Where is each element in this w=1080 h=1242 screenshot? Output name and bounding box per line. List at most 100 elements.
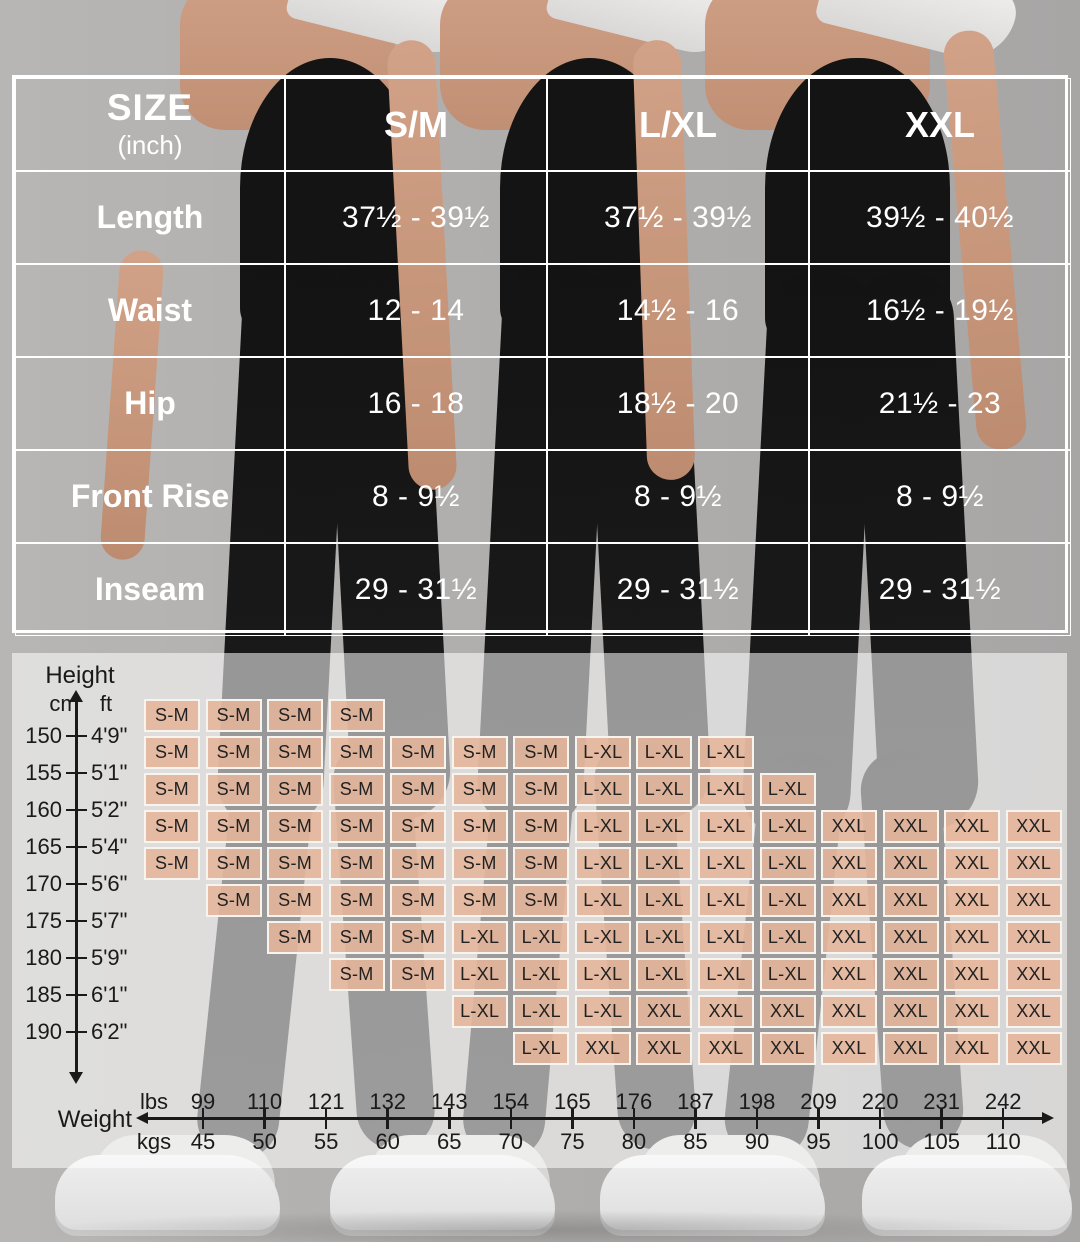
size-map-cell: S-M — [144, 847, 200, 880]
size-map-cell: L-XL — [697, 921, 754, 954]
size-map-cell: S-M — [267, 847, 324, 880]
size-map-cell: S-M — [205, 699, 262, 732]
height-tick — [66, 845, 87, 849]
size-map-cell: L-XL — [697, 884, 754, 917]
height-ft-label: 5'7" — [91, 908, 128, 933]
size-map-cell: XXL — [636, 1032, 693, 1065]
height-axis-arrow-up-icon — [69, 690, 83, 702]
size-map-cell: S-M — [267, 921, 324, 954]
size-map-cell: S-M — [513, 736, 570, 769]
size-map-cell: XXL — [1005, 810, 1062, 843]
size-map-cell: XXL — [1005, 958, 1062, 991]
size-map-cell: L-XL — [636, 847, 693, 880]
size-map-cell: S-M — [144, 773, 200, 806]
weight-tick — [571, 1108, 574, 1129]
weight-kgs-label: 50 — [252, 1129, 277, 1154]
table-cell: 8 - 9½ — [809, 450, 1071, 543]
size-map-cell: L-XL — [574, 995, 631, 1028]
size-table-header-xxl: XXL — [809, 78, 1071, 171]
size-map-cell: XXL — [882, 810, 939, 843]
size-map-cell: L-XL — [697, 847, 754, 880]
weight-lbs-label: 121 — [307, 1089, 345, 1114]
size-table-header-lxl: L/XL — [547, 78, 809, 171]
weight-axis-arrow-right-icon — [1042, 1112, 1054, 1124]
size-map-cell: XXL — [821, 847, 878, 880]
size-map-cell: S-M — [267, 736, 324, 769]
size-map-cell: L-XL — [697, 773, 754, 806]
size-map-cell: XXL — [944, 995, 1001, 1028]
table-cell: 29 - 31½ — [809, 543, 1071, 636]
size-map-cell: S-M — [267, 884, 324, 917]
weight-tick — [755, 1108, 759, 1129]
weight-lbs-label: 154 — [492, 1089, 530, 1114]
size-map-cell: XXL — [1005, 847, 1062, 880]
height-ft-label: 6'2" — [91, 1019, 128, 1044]
size-map-cell: L-XL — [759, 884, 816, 917]
height-cm-label: 185 — [25, 982, 62, 1007]
weight-lbs-label: 110 — [247, 1089, 283, 1114]
height-ft-label: 5'2" — [91, 797, 128, 822]
row-label-hip: Hip — [15, 357, 285, 450]
weight-kgs-label: 70 — [498, 1129, 524, 1154]
height-cm-label: 175 — [25, 908, 62, 933]
height-axis-unit-ft: ft — [99, 691, 113, 716]
table-cell: 8 - 9½ — [285, 450, 547, 543]
size-map-cell: S-M — [390, 884, 447, 917]
size-map-cell: S-M — [328, 699, 385, 732]
weight-kgs-label: 60 — [375, 1129, 400, 1154]
table-cell: 12 - 14 — [285, 264, 547, 357]
weight-tick — [263, 1108, 266, 1129]
size-map-cell: S-M — [513, 810, 570, 843]
size-map-cell: L-XL — [513, 921, 570, 954]
height-tick — [66, 734, 87, 738]
size-map-cell: XXL — [882, 958, 939, 991]
size-map-cell: XXL — [697, 995, 754, 1028]
height-tick — [66, 993, 87, 997]
size-map-cell: XXL — [821, 810, 878, 843]
height-tick — [66, 956, 87, 960]
size-map-cell: L-XL — [574, 773, 631, 806]
size-map-cell: L-XL — [697, 736, 754, 769]
size-map-cell: S-M — [390, 958, 447, 991]
size-map-cell: L-XL — [574, 847, 631, 880]
size-map-cell: L-XL — [759, 958, 816, 991]
size-map-cell: L-XL — [636, 773, 693, 806]
size-map-cell: L-XL — [513, 995, 570, 1028]
size-map-cell: XXL — [821, 884, 878, 917]
weight-lbs-label: 143 — [430, 1089, 468, 1114]
table-cell: 8 - 9½ — [547, 450, 809, 543]
table-cell: 18½ - 20 — [547, 357, 809, 450]
size-map-cell: L-XL — [636, 884, 693, 917]
weight-kgs-label: 80 — [621, 1129, 647, 1154]
weight-tick — [386, 1108, 389, 1129]
height-axis-title: Height — [45, 662, 115, 689]
weight-lbs-label: 165 — [553, 1089, 591, 1114]
size-map-cell: L-XL — [697, 810, 754, 843]
size-map-cell: S-M — [513, 847, 570, 880]
weight-kgs-label: 105 — [923, 1129, 960, 1154]
size-map-cell: S-M — [390, 810, 447, 843]
height-ft-label: 5'1" — [91, 760, 128, 785]
table-cell: 16½ - 19½ — [809, 264, 1071, 357]
size-table-header-sm: S/M — [285, 78, 547, 171]
size-map-cell: S-M — [205, 773, 262, 806]
size-map-cell: S-M — [451, 736, 508, 769]
size-map-cell: XXL — [1005, 884, 1062, 917]
weight-lbs-label: 187 — [677, 1089, 714, 1114]
size-map-cell: XXL — [574, 1032, 631, 1065]
weight-axis-unit-kgs: kgs — [136, 1129, 172, 1154]
weight-tick — [324, 1108, 328, 1129]
size-map-cell: L-XL — [574, 736, 631, 769]
height-ft-label: 6'1" — [91, 982, 128, 1007]
size-map-cell: S-M — [451, 773, 508, 806]
height-axis-line — [75, 700, 78, 1074]
size-map-cell: XXL — [1005, 1032, 1062, 1065]
size-map-cell: S-M — [390, 773, 447, 806]
weight-kgs-label: 55 — [313, 1129, 339, 1154]
size-map-cell: XXL — [821, 995, 878, 1028]
table-cell: 29 - 31½ — [285, 543, 547, 636]
size-map-cell: L-XL — [636, 921, 693, 954]
size-map-cell: L-XL — [574, 958, 631, 991]
weight-tick — [201, 1108, 205, 1129]
size-map-cell: XXL — [944, 884, 1001, 917]
